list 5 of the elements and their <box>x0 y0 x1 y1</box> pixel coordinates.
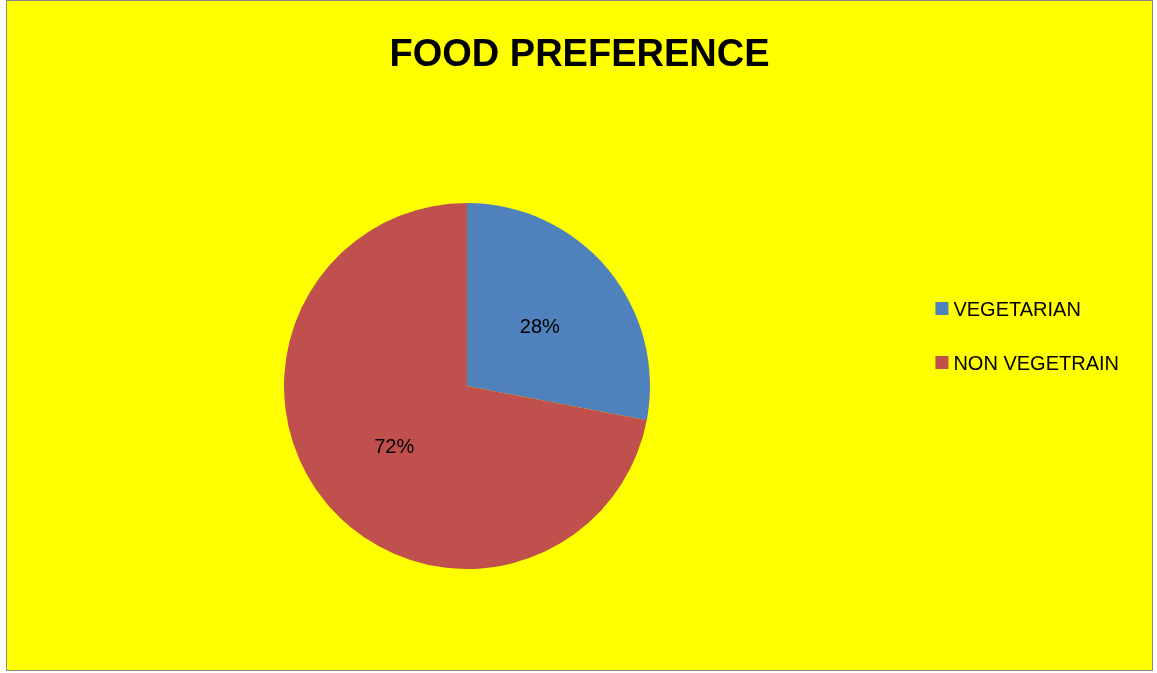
legend-label: NON VEGETRAIN <box>953 351 1119 374</box>
data-label: 28% <box>519 314 561 337</box>
legend-label: VEGETARIAN <box>953 297 1081 320</box>
data-label: 72% <box>374 435 415 458</box>
chart-title: FOOD PREFERENCE <box>389 32 770 74</box>
